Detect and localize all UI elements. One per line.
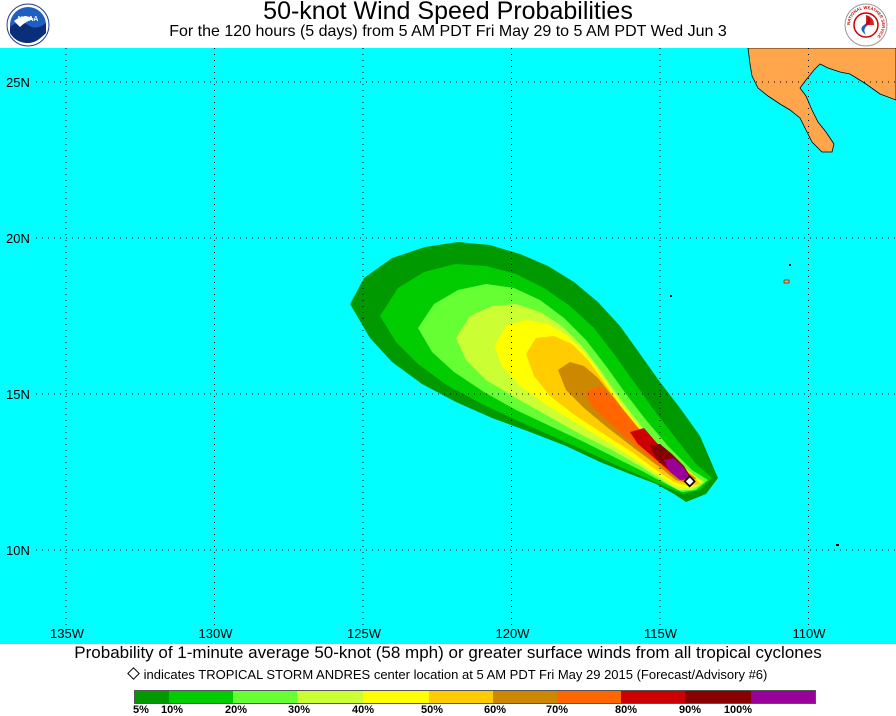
legend-swatch: [363, 691, 429, 703]
legend-swatch: [169, 691, 233, 703]
nws-logo: NATIONAL WEATHER SERVICE: [844, 3, 888, 47]
latitude-label: 15N: [6, 387, 30, 402]
map-title: 50-knot Wind Speed Probabilities: [263, 0, 633, 25]
longitude-labels: 135W 130W 125W 120W 115W 110W: [50, 626, 826, 641]
diamond-icon: [126, 667, 140, 680]
latitude-label: 10N: [6, 543, 30, 558]
probability-legend: [134, 690, 816, 704]
legend-swatch: [429, 691, 493, 703]
probability-legend-labels: 5% 10% 20% 30% 40% 50% 60% 70% 80% 90% 100%: [0, 704, 896, 716]
longitude-label: 115W: [644, 626, 678, 641]
legend-label: 60%: [483, 704, 507, 716]
legend-swatch: [135, 691, 169, 703]
storm-center-diamond-icon: [683, 475, 696, 488]
legend-label: 100%: [723, 704, 753, 716]
island: [789, 264, 791, 266]
probability-contours: [350, 242, 718, 502]
legend-swatch: [297, 691, 363, 703]
island: [836, 544, 839, 546]
storm-center-marker: [683, 475, 696, 488]
noaa-logo-text: NOAA: [18, 16, 39, 23]
legend-swatch: [751, 691, 815, 703]
legend-swatch: [621, 691, 685, 703]
latitude-labels: 25N 20N 15N 10N: [6, 75, 30, 558]
map-subtitle: For the 120 hours (5 days) from 5 AM PDT…: [169, 23, 727, 40]
contour-100pct: [664, 458, 690, 480]
longitude-label: 125W: [347, 626, 382, 641]
legend-label: 50%: [420, 704, 444, 716]
island: [670, 295, 672, 297]
legend-swatch: [685, 691, 751, 703]
legend-swatch: [557, 691, 621, 703]
legend-swatch: [493, 691, 557, 703]
legend-label: 10%: [160, 704, 184, 716]
legend-label: 5%: [133, 704, 149, 716]
baja-california-land: [747, 48, 896, 153]
legend-label: 30%: [287, 704, 311, 716]
longitude-label: 130W: [199, 626, 234, 641]
storm-note: indicates TROPICAL STORM ANDRES center l…: [0, 667, 896, 683]
longitude-label: 135W: [50, 626, 85, 641]
legend-label: 20%: [224, 704, 248, 716]
probability-map: 25N 20N 15N 10N 135W 130W 125W 120W 115W 110W: [0, 48, 896, 644]
legend-label: 70%: [545, 704, 569, 716]
land-areas: [670, 48, 896, 546]
map-caption: Probability of 1-minute average 50-knot …: [74, 643, 822, 662]
island: [783, 279, 790, 284]
lat-lon-grid: [36, 48, 896, 626]
noaa-logo: NOAA: [6, 3, 50, 47]
legend-label: 40%: [351, 704, 375, 716]
legend-swatch: [233, 691, 297, 703]
latitude-label: 20N: [6, 231, 30, 246]
legend-label: 80%: [614, 704, 638, 716]
legend-label: 90%: [678, 704, 702, 716]
longitude-label: 110W: [793, 626, 827, 641]
latitude-label: 25N: [6, 75, 30, 90]
storm-note-text: indicates TROPICAL STORM ANDRES center l…: [143, 667, 768, 682]
longitude-label: 120W: [496, 626, 531, 641]
